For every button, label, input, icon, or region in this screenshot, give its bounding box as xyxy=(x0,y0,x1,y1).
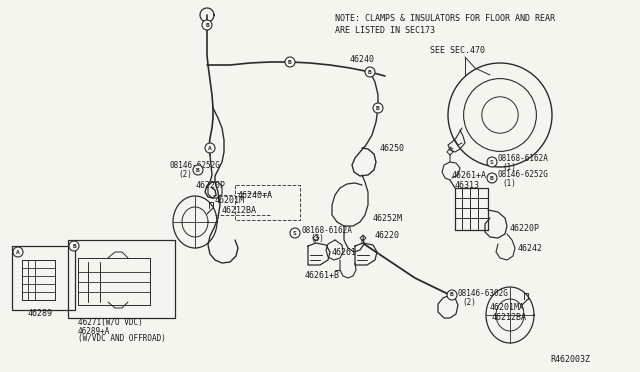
Text: 08168-6162A: 08168-6162A xyxy=(302,225,353,234)
Circle shape xyxy=(290,228,300,238)
Text: 08168-6162A: 08168-6162A xyxy=(498,154,549,163)
Circle shape xyxy=(373,103,383,113)
Text: A: A xyxy=(16,250,20,254)
Text: 46271(W/O VDC): 46271(W/O VDC) xyxy=(78,318,143,327)
Text: 46242: 46242 xyxy=(518,244,543,253)
Text: (2): (2) xyxy=(462,298,476,307)
Text: B: B xyxy=(490,176,494,180)
Circle shape xyxy=(13,247,23,257)
Text: 46220P: 46220P xyxy=(510,224,540,232)
Text: SEE SEC.470: SEE SEC.470 xyxy=(430,45,485,55)
Text: 46240: 46240 xyxy=(350,55,375,64)
Text: (3): (3) xyxy=(310,234,324,243)
Text: R462003Z: R462003Z xyxy=(550,356,590,365)
Text: NOTE: CLAMPS & INSULATORS FOR FLOOR AND REAR: NOTE: CLAMPS & INSULATORS FOR FLOOR AND … xyxy=(335,13,555,22)
Text: (2): (2) xyxy=(178,170,192,179)
Text: S: S xyxy=(293,231,297,235)
Text: 46212BA: 46212BA xyxy=(492,314,527,323)
Text: 46201M: 46201M xyxy=(215,196,245,205)
Circle shape xyxy=(285,57,295,67)
Text: ARE LISTED IN SEC173: ARE LISTED IN SEC173 xyxy=(335,26,435,35)
Text: 46261+B: 46261+B xyxy=(305,270,340,279)
Text: B: B xyxy=(196,167,200,173)
Circle shape xyxy=(205,143,215,153)
Text: 46220P: 46220P xyxy=(196,180,226,189)
Circle shape xyxy=(202,20,212,30)
Circle shape xyxy=(487,157,497,167)
Text: B: B xyxy=(288,60,292,64)
Text: 46313: 46313 xyxy=(455,180,480,189)
Text: B: B xyxy=(450,292,454,298)
Text: 46289: 46289 xyxy=(28,310,53,318)
Text: 46289+A: 46289+A xyxy=(78,327,110,336)
Circle shape xyxy=(447,290,457,300)
Text: 46261+A: 46261+A xyxy=(452,170,487,180)
Circle shape xyxy=(365,67,375,77)
Text: 46240+A: 46240+A xyxy=(238,190,273,199)
Text: A: A xyxy=(208,145,212,151)
Text: 08146-6252G: 08146-6252G xyxy=(170,160,221,170)
Text: (W/VDC AND OFFROAD): (W/VDC AND OFFROAD) xyxy=(78,334,166,343)
Text: 46201MA: 46201MA xyxy=(490,304,525,312)
Text: B: B xyxy=(72,244,76,248)
Text: S: S xyxy=(490,160,494,164)
Text: 46212BA: 46212BA xyxy=(222,205,257,215)
Text: (1): (1) xyxy=(502,163,516,171)
Text: 46261: 46261 xyxy=(332,247,357,257)
Text: B: B xyxy=(205,22,209,28)
Text: 08146-6252G: 08146-6252G xyxy=(498,170,549,179)
Circle shape xyxy=(69,241,79,251)
Text: B: B xyxy=(376,106,380,110)
Circle shape xyxy=(193,165,203,175)
Circle shape xyxy=(487,173,497,183)
Text: (1): (1) xyxy=(502,179,516,187)
Text: 46252M: 46252M xyxy=(373,214,403,222)
Text: 46220: 46220 xyxy=(375,231,400,240)
Text: B: B xyxy=(368,70,372,74)
Text: 08146-6302G: 08146-6302G xyxy=(458,289,509,298)
Text: 46250: 46250 xyxy=(380,144,405,153)
